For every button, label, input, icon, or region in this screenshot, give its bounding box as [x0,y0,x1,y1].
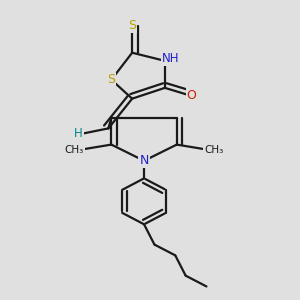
Text: CH₃: CH₃ [204,145,224,155]
Text: N: N [140,154,149,167]
Text: S: S [128,19,136,32]
Text: NH: NH [162,52,180,64]
Text: H: H [74,127,83,140]
Text: S: S [107,73,116,86]
Text: CH₃: CH₃ [64,145,84,155]
Text: O: O [187,89,196,103]
